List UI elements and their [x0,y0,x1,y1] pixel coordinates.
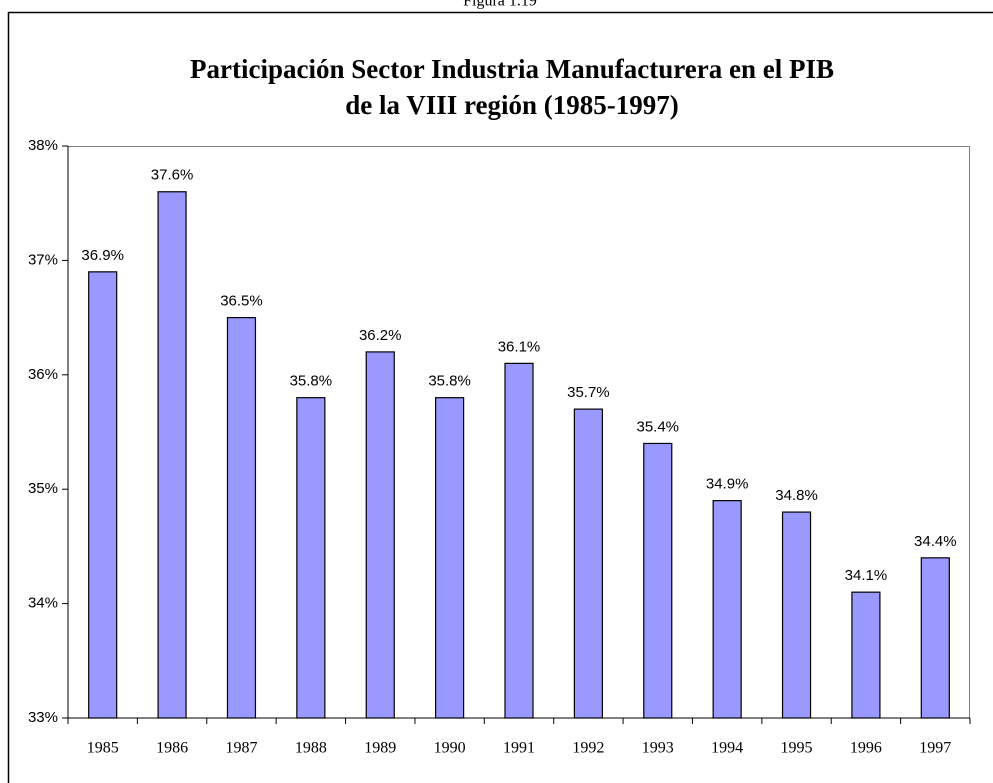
bar [712,500,742,719]
chart-title: de la VIII región (1985-1997) [345,90,679,120]
x-tick-label: 1992 [572,740,604,757]
bar [643,442,673,719]
bar [573,408,603,719]
data-label: 37.6% [151,167,194,184]
chart-title: Participación Sector Industria Manufactu… [190,54,834,84]
data-label: 35.7% [567,384,610,401]
y-tick-label: 37% [28,251,58,268]
x-tick-label: 1994 [711,740,743,757]
chart-frame [7,11,993,783]
data-label: 36.5% [220,293,263,310]
data-label: 34.4% [914,533,957,550]
bar [88,271,118,719]
figure-caption: Figura 1.19 [463,0,537,10]
x-tick-label: 1997 [919,740,951,757]
bar [781,511,812,719]
data-label: 36.1% [498,338,541,355]
data-label: 35.4% [636,418,679,435]
y-tick-label: 35% [28,480,58,497]
bar [157,191,187,719]
y-tick-label: 33% [28,709,58,726]
x-tick-label: 1985 [87,740,119,757]
data-label: 36.2% [359,327,402,344]
x-tick-label: 1987 [225,740,257,757]
data-label: 35.8% [290,373,333,390]
bar [296,397,326,719]
y-tick-label: 38% [28,137,58,154]
bar [851,591,881,719]
x-tick-label: 1988 [295,740,327,757]
x-tick-label: 1996 [850,740,882,757]
y-tick-label: 34% [28,595,58,612]
data-label: 34.1% [845,567,888,584]
bar [365,351,395,719]
x-tick-label: 1990 [434,740,466,757]
x-tick-label: 1993 [642,740,674,757]
data-label: 34.8% [775,487,818,504]
x-tick-label: 1995 [781,740,813,757]
x-tick-label: 1991 [503,740,535,757]
data-label: 35.8% [428,373,471,390]
bar [504,362,534,719]
x-tick-label: 1989 [364,740,396,757]
data-label: 34.9% [706,476,749,493]
bar [226,317,257,719]
bar [435,397,465,719]
data-label: 36.9% [81,247,124,264]
x-tick-label: 1986 [156,740,188,757]
bar [920,557,950,719]
y-tick-label: 36% [28,366,58,383]
